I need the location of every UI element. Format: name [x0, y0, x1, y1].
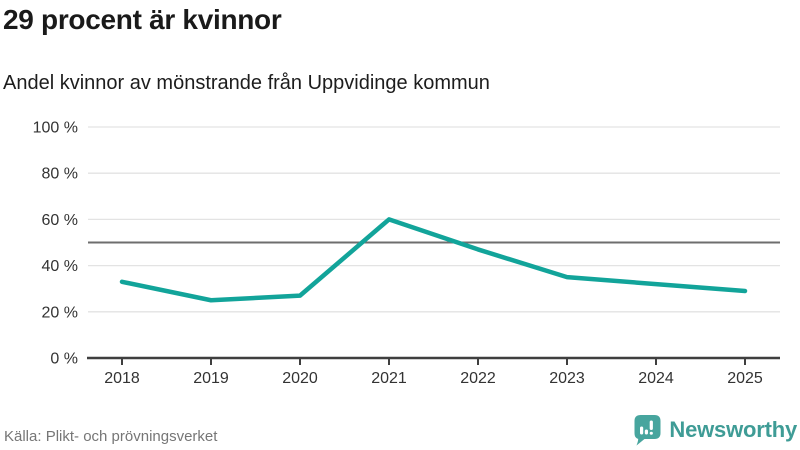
newsworthy-brand: Newsworthy [634, 414, 797, 446]
newsworthy-logo-icon [634, 414, 661, 445]
y-tick-label: 0 % [50, 351, 78, 368]
y-tick-label: 20 % [42, 304, 78, 321]
y-tick-label: 60 % [42, 212, 78, 229]
x-tick-label: 2023 [549, 370, 585, 387]
chart-subtitle: Andel kvinnor av mönstrande från Uppvidi… [3, 72, 490, 94]
x-tick-label: 2018 [104, 370, 140, 387]
x-tick-label: 2021 [371, 370, 407, 387]
y-tick-label: 100 % [33, 120, 78, 137]
logo-exclamation-stem [650, 420, 654, 430]
brand-name: Newsworthy [669, 417, 797, 442]
y-tick-label: 40 % [42, 258, 78, 275]
x-tick-label: 2022 [460, 370, 496, 387]
x-tick-label: 2024 [638, 370, 674, 387]
logo-bar-2 [645, 429, 649, 434]
page-title: 29 procent är kvinnor [3, 4, 282, 35]
x-tick-label: 2019 [193, 370, 229, 387]
logo-bar-1 [640, 426, 644, 434]
x-tick-label: 2020 [282, 370, 318, 387]
data-series-line [119, 217, 748, 303]
y-tick-label: 80 % [42, 166, 78, 183]
logo-exclamation-dot [650, 431, 654, 435]
x-tick-label: 2025 [727, 370, 763, 387]
source-credit: Källa: Plikt- och prövningsverket [4, 428, 218, 445]
